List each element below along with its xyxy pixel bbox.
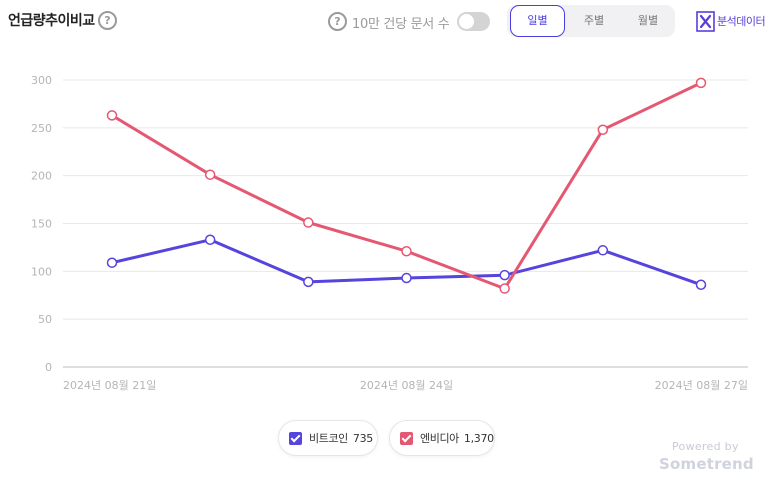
legend-series-name: 엔비디아 (420, 432, 459, 445)
data-point-nvidia (597, 124, 609, 135)
data-point-nvidia (204, 169, 216, 180)
legend-series-count: 735 (352, 431, 373, 445)
grid-lines (63, 79, 748, 368)
export-data-button[interactable]: 분석데이터 (696, 10, 766, 32)
data-point-nvidia (499, 283, 510, 294)
data-point-nvidia (106, 110, 118, 121)
period-month-button[interactable]: 월별 (637, 14, 659, 27)
period-week-button[interactable]: 주별 (583, 14, 605, 27)
y-tick-label: 100 (31, 265, 52, 278)
toggle-knob (459, 14, 474, 29)
data-point-bitcoin (303, 276, 314, 288)
normalize-toggle[interactable] (457, 12, 490, 31)
chart-title: 언급량추이비교 (8, 13, 95, 29)
data-point-bitcoin (401, 272, 412, 284)
data-point-bitcoin (695, 279, 707, 290)
series-line-nvidia (110, 81, 703, 291)
brand-logo: Sometrend (659, 455, 754, 473)
x-tick-label: 2024년 08월 24일 (360, 378, 453, 392)
period-selector: 주별 월별 일별 (507, 5, 675, 37)
data-points (106, 77, 707, 294)
legend-series-count: 1,370 (463, 431, 494, 445)
x-axis-ticks: 2024년 08월 21일 2024년 08월 24일 2024년 08월 27일 (63, 378, 748, 392)
checkbox-icon (289, 431, 302, 445)
powered-by-text: Powered by (672, 440, 739, 453)
y-tick-label: 300 (31, 74, 52, 87)
y-tick-label: 0 (45, 361, 52, 374)
y-tick-label: 200 (31, 170, 52, 183)
period-day-button[interactable]: 일별 (510, 5, 565, 37)
data-point-bitcoin (499, 269, 510, 281)
excel-icon (696, 10, 715, 32)
data-point-nvidia (401, 245, 412, 257)
y-tick-label: 50 (38, 313, 52, 326)
x-tick-label: 2024년 08월 21일 (63, 378, 156, 392)
series-lines (110, 81, 703, 291)
data-point-nvidia (303, 217, 314, 228)
y-tick-label: 250 (31, 122, 52, 135)
data-point-bitcoin (106, 257, 118, 268)
help-icon[interactable]: ? (98, 11, 117, 30)
help-icon[interactable]: ? (328, 12, 347, 31)
legend-series-name: 비트코인 (309, 432, 348, 445)
checkbox-icon (400, 431, 413, 445)
data-point-bitcoin (597, 245, 609, 256)
data-point-bitcoin (204, 234, 216, 246)
x-tick-label: 2024년 08월 27일 (655, 378, 748, 392)
export-label: 분석데이터 (717, 15, 766, 28)
legend-item-nvidia[interactable]: 엔비디아 1,370 (389, 420, 495, 456)
y-tick-label: 150 (31, 218, 52, 231)
y-axis-ticks: 0 50 100 150 200 250 300 (31, 74, 52, 374)
legend-item-bitcoin[interactable]: 비트코인 735 (278, 420, 378, 456)
data-point-nvidia (695, 77, 707, 89)
normalize-toggle-label: 10만 건당 문서 수 (352, 17, 450, 32)
